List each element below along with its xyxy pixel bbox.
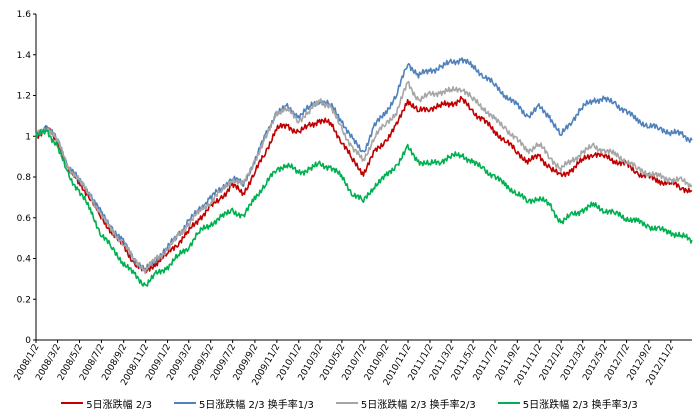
legend-swatch xyxy=(173,402,196,404)
y-axis: 0 0.2 0.4 0.6 0.8 1 1.2 1.4 1.6 xyxy=(17,10,37,346)
y-tick-label: 0.6 xyxy=(17,214,32,224)
y-tick-label: 0.2 xyxy=(17,295,31,305)
series-lines xyxy=(35,57,693,287)
legend: 5日涨跌幅 2/3 5日涨跌幅 2/3 换手率1/3 5日涨跌幅 2/3 换手率2/… xyxy=(0,392,699,414)
legend-label: 5日涨跌幅 2/3 xyxy=(86,399,152,411)
series-line-3 xyxy=(35,80,693,275)
legend-swatch xyxy=(497,402,520,404)
legend-label: 5日涨跌幅 2/3 换手率1/3 xyxy=(198,399,314,411)
legend-item-4: 5日涨跌幅 2/3 换手率3/3 xyxy=(497,396,638,411)
y-tick-label: 0.8 xyxy=(17,173,32,183)
series-line-4 xyxy=(35,128,693,287)
series-line-1 xyxy=(35,95,693,274)
y-tick-label: 1.2 xyxy=(17,92,31,102)
x-axis: 2008/1/22008/3/22008/5/22008/7/22008/9/2… xyxy=(13,339,692,387)
legend-swatch xyxy=(335,402,358,404)
legend-swatch xyxy=(61,402,84,404)
legend-item-3: 5日涨跌幅 2/3 换手率2/3 xyxy=(335,396,476,411)
y-tick-label: 1.6 xyxy=(17,10,32,20)
legend-label: 5日涨跌幅 2/3 换手率2/3 xyxy=(360,399,476,411)
y-tick-label: 0 xyxy=(25,336,31,346)
y-tick-label: 1.4 xyxy=(17,51,32,61)
line-chart: 0 0.2 0.4 0.6 0.8 1 1.2 1.4 1.6 2008/1/22008/3/2… xyxy=(13,10,693,387)
legend-item-2: 5日涨跌幅 2/3 换手率1/3 xyxy=(173,396,314,411)
legend-label: 5日涨跌幅 2/3 换手率3/3 xyxy=(522,399,638,411)
legend-item-1: 5日涨跌幅 2/3 xyxy=(61,396,152,411)
y-tick-label: 0.4 xyxy=(17,255,32,265)
y-tick-label: 1 xyxy=(25,132,31,142)
series-line-2 xyxy=(35,57,693,272)
